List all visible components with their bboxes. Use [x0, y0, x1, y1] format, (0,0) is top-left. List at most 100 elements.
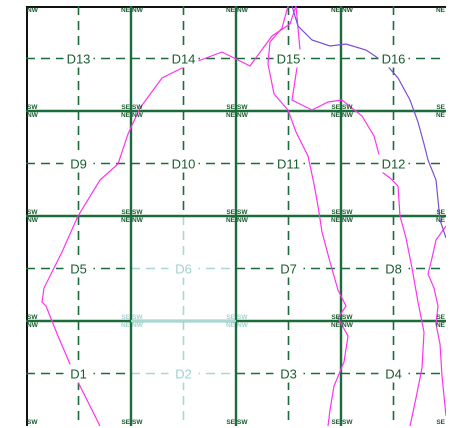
- corner-label-ne: NE: [121, 7, 131, 14]
- corner-label-sw: SW: [237, 104, 248, 111]
- corner-label-sw: SW: [237, 419, 248, 426]
- corner-label-sw: SW: [132, 209, 143, 216]
- pink-boundary-outline: [41, 6, 297, 426]
- corner-label-se: SE: [121, 314, 130, 321]
- cell-label-background: [63, 154, 94, 173]
- cell-label-background: [273, 49, 304, 68]
- cell-label-background: [273, 154, 304, 173]
- corner-label-ne: NE: [226, 322, 236, 329]
- cell-label-d4[interactable]: D4: [385, 367, 402, 382]
- cell-label-background: [63, 259, 94, 278]
- corner-label-se: SE: [121, 104, 130, 111]
- corner-label-nw: NW: [237, 217, 249, 224]
- corner-label-ne: NE: [121, 112, 131, 119]
- cell-label-background: [378, 364, 409, 383]
- corner-label-ne: NE: [226, 7, 236, 14]
- cell-label-d9[interactable]: D9: [70, 157, 87, 172]
- cell-label-d8[interactable]: D8: [385, 262, 402, 277]
- cell-label-d3[interactable]: D3: [280, 367, 297, 382]
- corner-label-ne: NE: [331, 322, 341, 329]
- cell-label-d14[interactable]: D14: [172, 52, 196, 67]
- corner-label-sw: SW: [132, 104, 143, 111]
- corner-label-ne: NE: [331, 112, 341, 119]
- corner-label-se: SE: [226, 314, 235, 321]
- pink-boundary-inner: [267, 6, 349, 426]
- cell-label-d7[interactable]: D7: [280, 262, 297, 277]
- corner-label-nw: NW: [27, 322, 39, 329]
- corner-label-se: SE: [331, 419, 340, 426]
- major-grid-lines: [26, 6, 446, 426]
- corner-label-nw: NW: [237, 7, 249, 14]
- cell-label-d15[interactable]: D15: [277, 52, 301, 67]
- corner-label-sw: SW: [342, 209, 353, 216]
- cell-label-d1[interactable]: D1: [70, 367, 87, 382]
- corner-label-se: SE: [226, 209, 235, 216]
- corner-label-nw: NW: [132, 112, 144, 119]
- cell-label-background: [273, 364, 304, 383]
- cell-label-background: [63, 49, 94, 68]
- corner-label-se: SE: [226, 104, 235, 111]
- corner-label-se: SE: [121, 419, 130, 426]
- corner-label-sw: SW: [27, 104, 38, 111]
- cell-label-background: [63, 364, 94, 383]
- cell-label-d5[interactable]: D5: [70, 262, 87, 277]
- pink-boundary-right: [427, 225, 446, 417]
- corner-label-ne: NE: [226, 217, 236, 224]
- cell-label-d6[interactable]: D6: [175, 262, 192, 277]
- corner-label-ne: NE: [121, 322, 131, 329]
- corner-label-nw: NW: [342, 322, 354, 329]
- corner-label-ne: NE: [436, 322, 446, 329]
- corner-label-sw: SW: [342, 419, 353, 426]
- corner-label-sw: SW: [342, 104, 353, 111]
- corner-label-ne: NE: [331, 217, 341, 224]
- cell-label-background: [168, 364, 199, 383]
- cell-label-d13[interactable]: D13: [67, 52, 91, 67]
- corner-label-nw: NW: [342, 7, 354, 14]
- corner-label-se: SE: [331, 209, 340, 216]
- corner-label-sw: SW: [237, 314, 248, 321]
- corner-label-nw: NW: [237, 322, 249, 329]
- corner-label-nw: NW: [132, 322, 144, 329]
- corner-label-nw: NW: [27, 217, 39, 224]
- purple-boundary-line: [291, 6, 446, 239]
- cell-label-d16[interactable]: D16: [382, 52, 406, 67]
- corner-label-nw: NW: [132, 7, 144, 14]
- corner-label-sw: SW: [132, 419, 143, 426]
- corner-label-se: SE: [331, 314, 340, 321]
- corner-label-nw: NW: [342, 112, 354, 119]
- cell-label-background: [168, 259, 199, 278]
- corner-label-se: SE: [121, 209, 130, 216]
- cell-label-background: [168, 154, 199, 173]
- corner-label-se: SE: [226, 419, 235, 426]
- corner-label-se: SE: [436, 104, 445, 111]
- corner-label-nw: NW: [132, 217, 144, 224]
- cell-label-d12[interactable]: D12: [382, 157, 406, 172]
- corner-label-ne: NE: [121, 217, 131, 224]
- corner-label-nw: NW: [342, 217, 354, 224]
- corner-label-sw: SW: [237, 209, 248, 216]
- corner-label-se: SE: [436, 314, 445, 321]
- cell-labels: D13 D14 D15 D16 D9 D10 D11 D12 D5 D6 D7 D8 D1 D2 D3 D4: [63, 49, 409, 383]
- corner-label-ne: NE: [436, 217, 446, 224]
- corner-label-ne: NE: [436, 112, 446, 119]
- cell-label-d2[interactable]: D2: [175, 367, 192, 382]
- cell-label-background: [273, 259, 304, 278]
- corner-label-nw: NW: [27, 7, 39, 14]
- cell-label-background: [168, 49, 199, 68]
- corner-label-ne: NE: [226, 112, 236, 119]
- corner-label-se: SE: [436, 209, 445, 216]
- cell-label-background: [378, 49, 409, 68]
- corner-label-ne: NE: [331, 7, 341, 14]
- cell-label-d10[interactable]: D10: [172, 157, 196, 172]
- corner-label-se: SE: [436, 419, 445, 426]
- corner-label-nw: NW: [27, 112, 39, 119]
- cell-label-background: [378, 259, 409, 278]
- cell-label-background: [378, 154, 409, 173]
- corner-label-sw: SW: [132, 314, 143, 321]
- corner-label-sw: SW: [27, 419, 38, 426]
- corner-label-sw: SW: [27, 314, 38, 321]
- corner-label-nw: NW: [237, 112, 249, 119]
- cell-label-d11[interactable]: D11: [277, 157, 300, 172]
